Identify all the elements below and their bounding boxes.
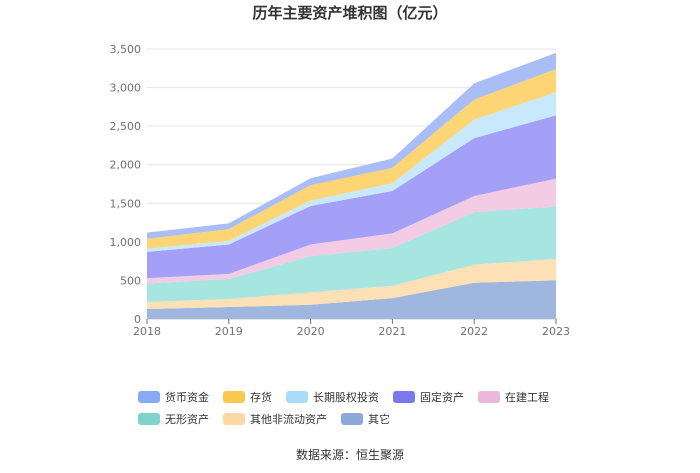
x-tick-label: 2023 — [542, 325, 570, 338]
area-固定资产[interactable] — [147, 115, 556, 279]
area-series — [147, 52, 556, 319]
legend-item[interactable]: 其他非流动资产 — [223, 410, 327, 428]
x-tick-label: 2021 — [378, 325, 406, 338]
y-tick-label: 500 — [120, 274, 141, 287]
area-在建工程[interactable] — [147, 178, 556, 284]
legend-swatch — [138, 391, 160, 403]
legend-swatch — [393, 391, 415, 403]
legend-item[interactable]: 存货 — [223, 388, 272, 406]
y-tick-label: 0 — [134, 313, 141, 326]
legend: 货币资金 存货 长期股权投资 固定资产 在建工程无形资产 其他非流动资产 其它 — [138, 388, 598, 428]
axes: 0 500 1,000 1,500 2,000 2,500 3,000 3,500 2018 20… — [110, 43, 571, 338]
x-tick-label: 2018 — [133, 325, 161, 338]
area-存货[interactable] — [147, 69, 556, 249]
legend-label: 固定资产 — [420, 391, 464, 404]
y-tick-label: 2,500 — [110, 120, 142, 133]
legend-item[interactable]: 货币资金 — [138, 388, 209, 406]
legend-swatch — [223, 413, 245, 425]
area-其它[interactable] — [147, 280, 556, 319]
y-tick-label: 1,000 — [110, 236, 142, 249]
x-tick-label: 2022 — [460, 325, 488, 338]
area-长期股权投资[interactable] — [147, 92, 556, 252]
legend-item[interactable]: 固定资产 — [393, 388, 464, 406]
x-tick-label: 2019 — [215, 325, 243, 338]
stacked-area-chart: 0 500 1,000 1,500 2,000 2,500 3,000 3,500 2018 20… — [110, 43, 571, 338]
legend-item[interactable]: 其它 — [341, 410, 390, 428]
chart-title: 历年主要资产堆积图（亿元） — [252, 4, 448, 22]
area-货币资金[interactable] — [147, 52, 556, 239]
legend-label: 在建工程 — [505, 391, 549, 404]
legend-label: 无形资产 — [165, 413, 209, 426]
data-source: 数据来源：恒生聚源 — [295, 448, 404, 462]
legend-label: 货币资金 — [165, 391, 209, 404]
legend-swatch — [478, 391, 500, 403]
legend-label: 存货 — [250, 391, 272, 404]
legend-label: 长期股权投资 — [313, 391, 379, 404]
area-无形资产[interactable] — [147, 206, 556, 303]
area-其他非流动资产[interactable] — [147, 258, 556, 309]
legend-swatch — [138, 413, 160, 425]
x-tick-label: 2020 — [297, 325, 325, 338]
legend-item[interactable]: 在建工程 — [478, 388, 549, 406]
legend-swatch — [286, 391, 308, 403]
legend-swatch — [223, 391, 245, 403]
legend-label: 其它 — [368, 413, 390, 426]
legend-label: 其他非流动资产 — [250, 413, 327, 426]
y-tick-label: 3,000 — [110, 82, 142, 95]
y-tick-label: 3,500 — [110, 43, 142, 56]
y-tick-label: 1,500 — [110, 197, 142, 210]
legend-item[interactable]: 无形资产 — [138, 410, 209, 428]
y-tick-label: 2,000 — [110, 159, 142, 172]
legend-item[interactable]: 长期股权投资 — [286, 388, 379, 406]
legend-swatch — [341, 413, 363, 425]
